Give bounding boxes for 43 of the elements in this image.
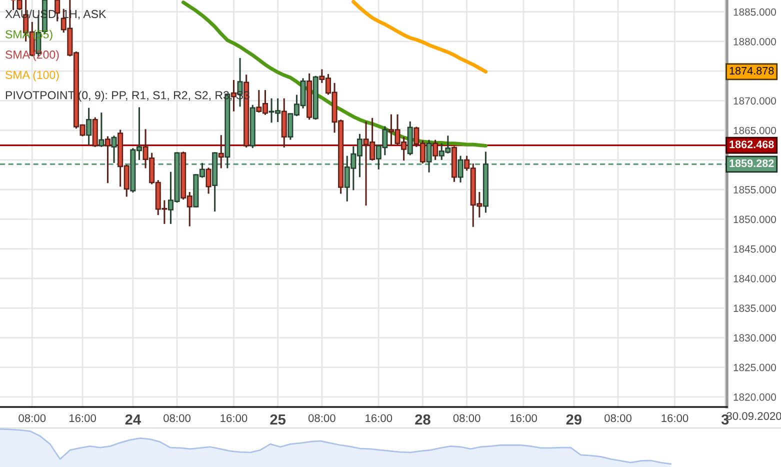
candlestick: [218, 134, 224, 170]
legend-label: SMA (200): [6, 50, 59, 61]
text: SMA (100): [6, 70, 59, 82]
y-tick-label: 1850.000: [734, 216, 776, 224]
x-tick-label: 3: [721, 414, 729, 425]
candlestick: [98, 112, 104, 148]
x-tick-label: 08:00: [18, 414, 46, 422]
ref-line-label: 1859.282: [730, 159, 774, 168]
text: 1874.878: [730, 66, 774, 75]
y-tick-label: 1880.000: [734, 38, 776, 46]
candlestick: [111, 134, 117, 164]
y-tick-label: 1840.000: [734, 274, 776, 282]
y-tick-label: 1865.000: [734, 126, 776, 134]
x-tick-label: 24: [125, 414, 141, 425]
x-tick-label: 28: [415, 414, 430, 425]
x-tick-label: 08:00: [164, 414, 190, 422]
candlestick: [458, 155, 464, 184]
y-tick-label: 1830.000: [734, 334, 776, 342]
candlestick: [432, 139, 438, 161]
y-tick-label: 1855.000: [734, 186, 776, 194]
y-tick-label: 1885.000: [734, 8, 776, 16]
candlestick: [104, 135, 110, 184]
y-tick-label: 1820.000: [734, 393, 776, 401]
y-tick-label: 1870.000: [734, 97, 776, 105]
x-tick-label: 08:00: [604, 414, 632, 422]
x-tick-label: 16:00: [69, 414, 96, 422]
y-tick-label: 1825.000: [734, 364, 776, 372]
line-series: [352, 0, 488, 74]
x-tick-label: 16:00: [662, 414, 688, 422]
x-tick-label: 25: [270, 414, 286, 425]
ref-line-label: 1862.468: [730, 140, 774, 148]
candlestick: [206, 166, 212, 194]
candlestick: [230, 79, 236, 112]
text: 30.09.2020: [726, 412, 781, 420]
x-tick-label: 08:00: [453, 414, 480, 422]
x-tick-label: 08:00: [308, 414, 336, 422]
candlestick: [86, 107, 92, 146]
x-tick-label: 16:00: [510, 414, 537, 422]
y-tick-label: 1835.000: [734, 304, 776, 312]
x-tick-label: 29: [566, 414, 582, 425]
x-tick-label: 16:00: [220, 414, 248, 422]
x-tick-label: 16:00: [366, 414, 392, 422]
y-tick-label: 1845.000: [734, 245, 776, 253]
